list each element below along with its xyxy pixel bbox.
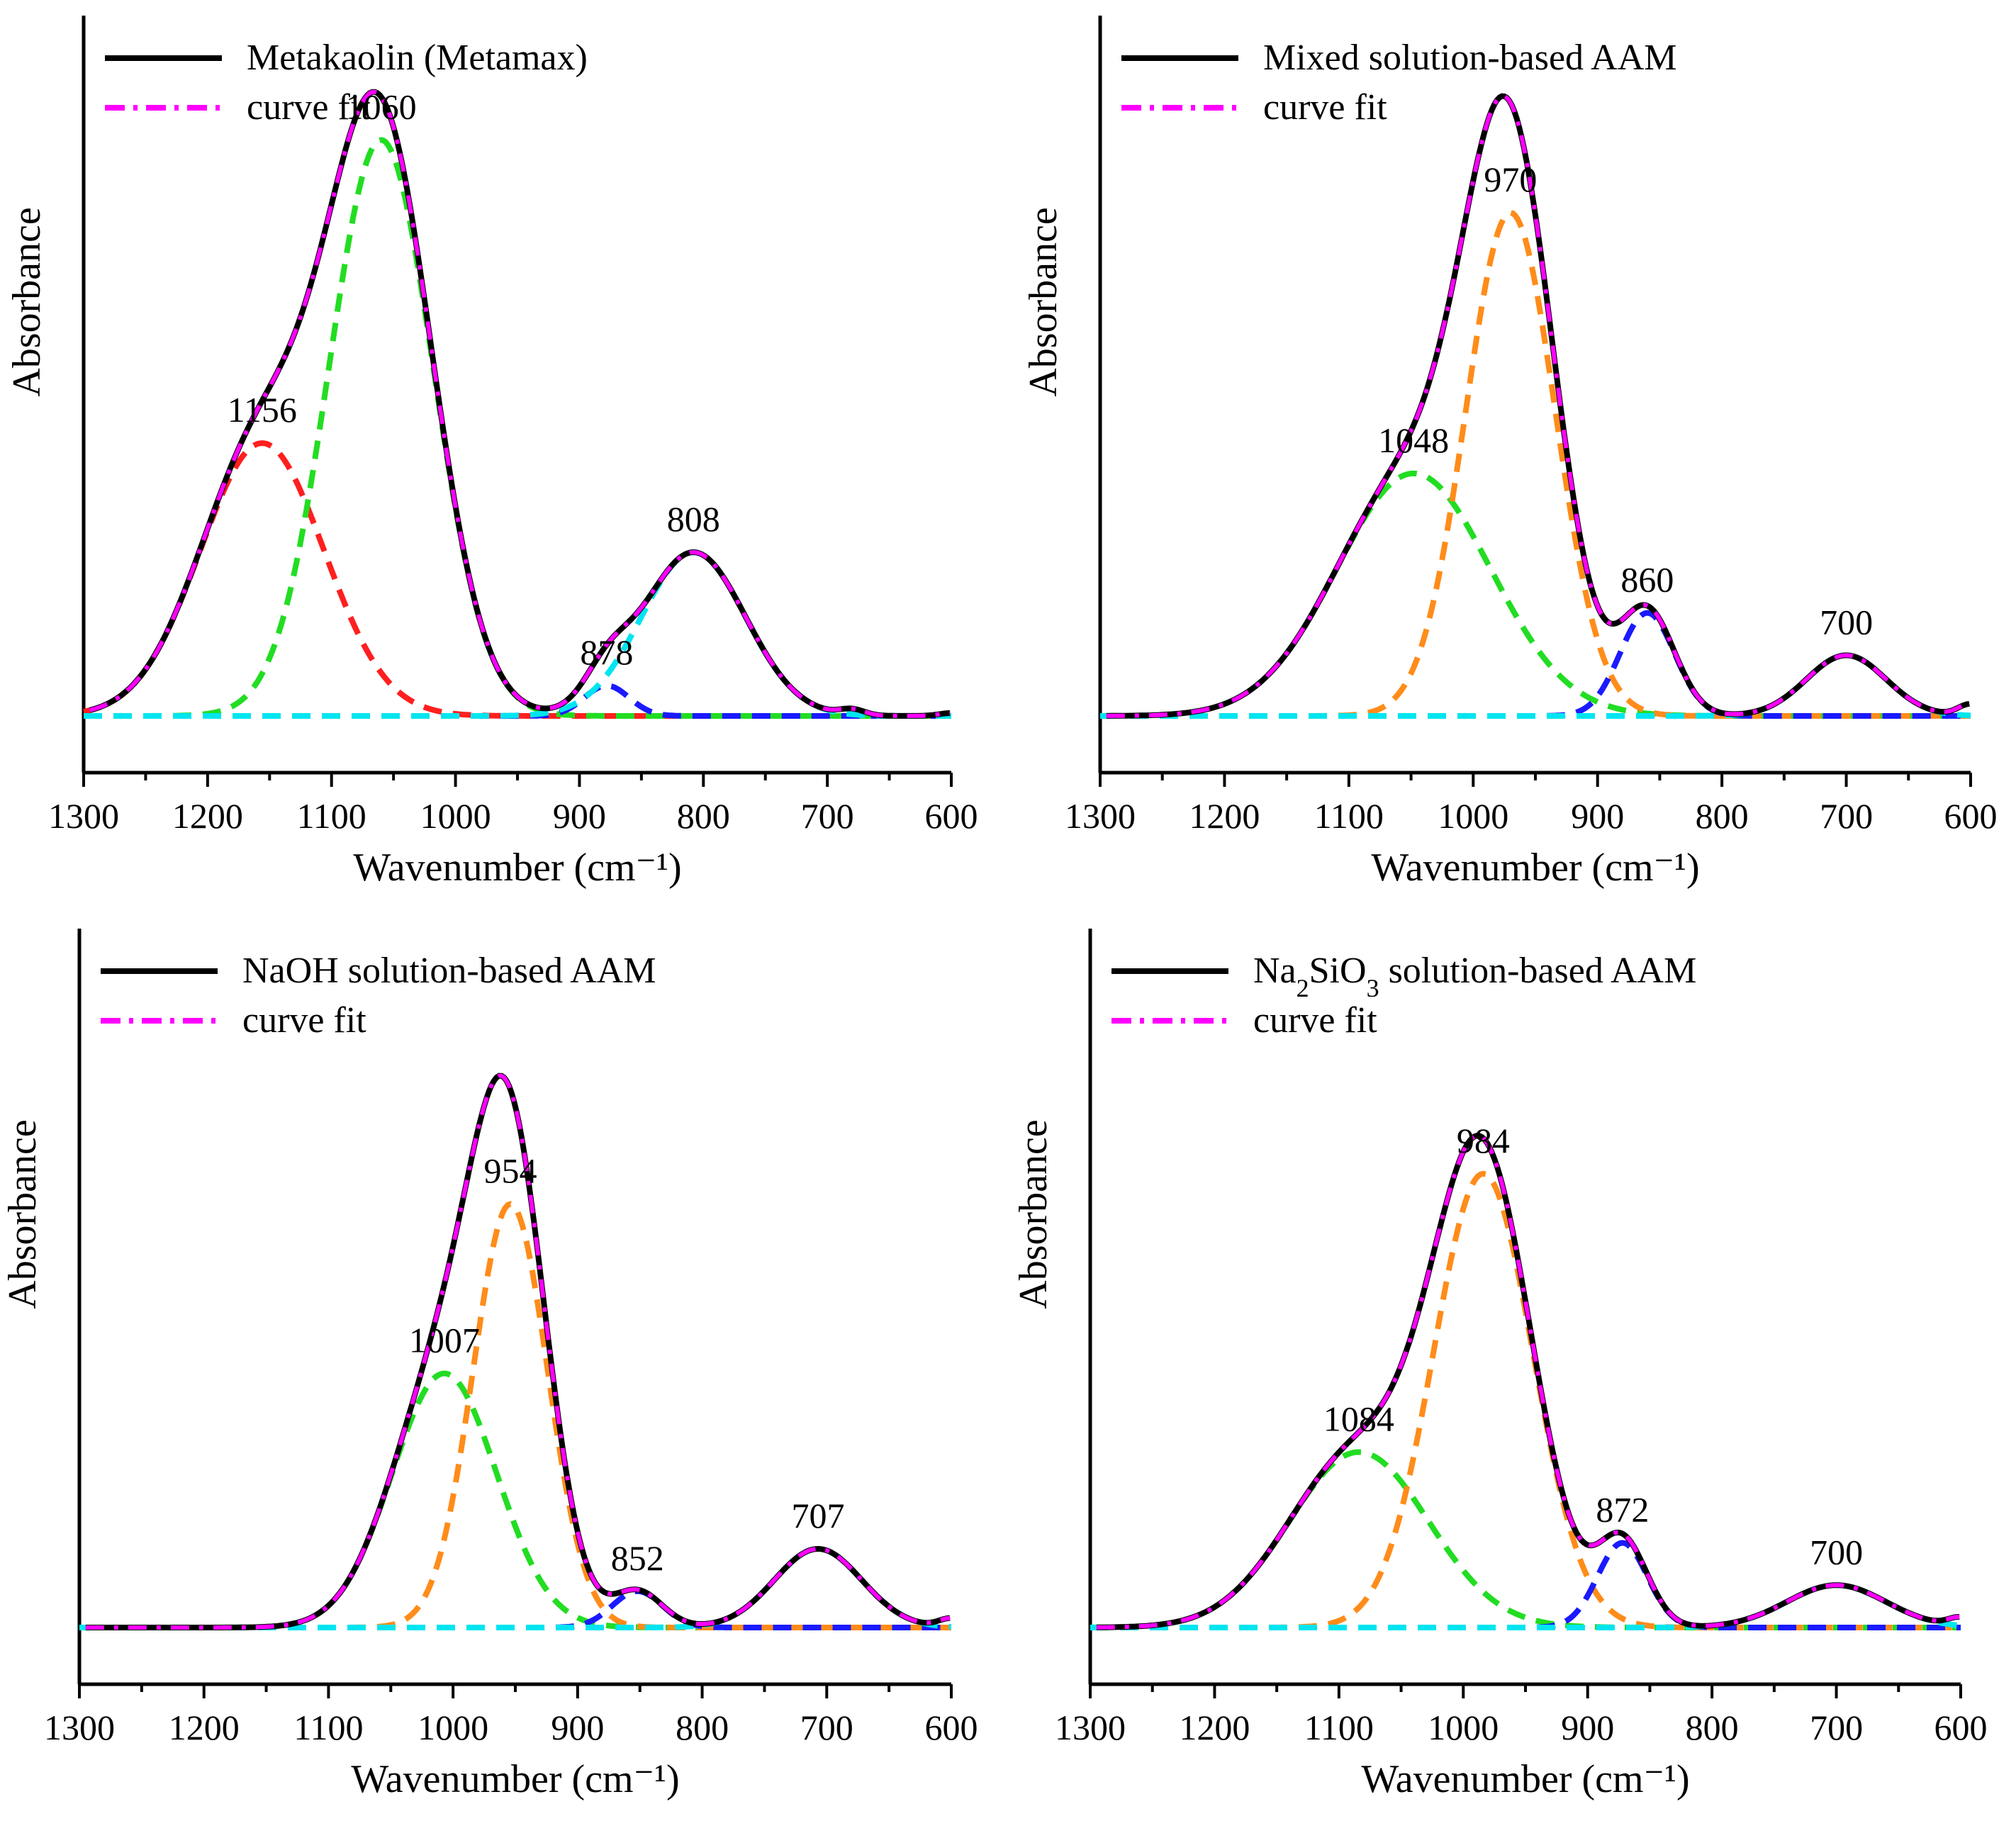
y-axis-title: Absorbance: [1, 1119, 45, 1309]
y-axis-title: Absorbance: [1012, 1119, 1055, 1309]
peak-label-700: 700: [1810, 1532, 1863, 1572]
x-tick-label: 1200: [169, 1708, 240, 1747]
legend-fit-label: curve fit: [247, 87, 371, 128]
x-tick-label: 800: [1686, 1708, 1739, 1747]
component-peak-700: [1100, 652, 1971, 719]
curve-fit: [1106, 94, 1970, 718]
x-tick-label: 1300: [44, 1708, 115, 1747]
curve-fit: [85, 1073, 951, 1630]
x-tick-label: 1000: [1438, 796, 1508, 836]
x-tick-label: 1300: [1065, 796, 1136, 836]
x-tick-label: 700: [801, 796, 854, 836]
x-tick-label: 1300: [48, 796, 119, 836]
component-peak-970: [1100, 209, 1971, 719]
legend-data-label: Metakaolin (Metamax): [247, 38, 588, 78]
x-tick-label: 1000: [1428, 1708, 1499, 1747]
panel-mixed: 1300 1200 1100 1000 900 800 700 600 Wavenumber (…: [1021, 16, 1998, 890]
component-peak-872: [1090, 1540, 1961, 1630]
x-tick-label: 600: [925, 796, 978, 836]
panel-na2sio3: 1300 1200 1100 1000 900 800 700 600 Wavenumber (…: [1012, 929, 1988, 1801]
component-peak-1007: [79, 1370, 951, 1630]
legend-fit-label: curve fit: [242, 1000, 366, 1041]
peak-label-872: 872: [1596, 1490, 1649, 1530]
peak-label-970: 970: [1484, 159, 1537, 199]
peak-label-808: 808: [667, 499, 720, 539]
peak-label-878: 878: [580, 632, 633, 672]
curve-fit: [89, 89, 951, 718]
x-tick-label: 1200: [1189, 796, 1260, 836]
peak-label-860: 860: [1620, 560, 1674, 600]
x-tick-label: 900: [1571, 796, 1624, 836]
peak-label-1060: 1060: [346, 86, 417, 126]
component-peak-1048: [1100, 470, 1971, 719]
x-tick-label: 700: [1810, 1708, 1863, 1747]
peak-label-984: 984: [1457, 1121, 1510, 1160]
peak-label-954: 954: [483, 1151, 537, 1191]
peak-label-707: 707: [791, 1496, 844, 1535]
x-tick-label: 1200: [1179, 1708, 1250, 1747]
component-peak-808: [84, 549, 951, 719]
x-axis-title: Wavenumber (cm⁻¹): [353, 846, 681, 890]
x-axis-title: Wavenumber (cm⁻¹): [1361, 1757, 1689, 1801]
component-peak-852: [79, 1588, 951, 1630]
peak-label-1007: 1007: [409, 1321, 480, 1360]
x-tick-label: 1000: [418, 1708, 488, 1747]
legend-data-label: Mixed solution-based AAM: [1263, 38, 1677, 78]
x-tick-label: 800: [1696, 796, 1749, 836]
x-tick-label: 600: [925, 1708, 978, 1747]
component-peak-954: [79, 1201, 951, 1630]
x-tick-label: 1100: [1314, 796, 1384, 836]
x-tick-label: 1200: [172, 796, 243, 836]
component-peak-1060: [84, 137, 951, 719]
x-tick-label: 800: [677, 796, 730, 836]
x-tick-label: 1300: [1055, 1708, 1126, 1747]
x-tick-label: 700: [800, 1708, 853, 1747]
peak-label-852: 852: [611, 1538, 664, 1578]
legend-fit-label: curve fit: [1253, 1000, 1377, 1041]
x-tick-label: 600: [1934, 1708, 1988, 1747]
peak-label-1156: 1156: [228, 390, 297, 430]
x-tick-label: 1100: [293, 1708, 363, 1747]
legend-data-label: Na2SiO3 solution-based AAM: [1253, 951, 1696, 1002]
x-axis-title: Wavenumber (cm⁻¹): [351, 1757, 679, 1801]
x-tick-label: 900: [551, 1708, 604, 1747]
component-peak-1156: [83, 440, 951, 719]
y-axis-title: Absorbance: [5, 207, 49, 396]
x-tick-label: 1000: [420, 796, 491, 836]
component-peak-707: [79, 1546, 952, 1630]
peak-label-700: 700: [1820, 602, 1873, 642]
measured-spectrum: [89, 89, 951, 719]
x-tick-label: 1100: [297, 796, 366, 836]
legend-fit-label: curve fit: [1263, 87, 1387, 128]
curve-fit: [1096, 1133, 1960, 1630]
x-tick-label: 900: [1561, 1708, 1614, 1747]
peak-label-1048: 1048: [1378, 420, 1449, 460]
x-tick-label: 700: [1820, 796, 1873, 836]
x-tick-label: 800: [676, 1708, 729, 1747]
panel-metakaolin: 1300 1200 1100 1000 900 800 700 600 Wavenumber (…: [5, 16, 978, 890]
peak-label-1084: 1084: [1323, 1399, 1394, 1438]
y-axis-title: Absorbance: [1021, 207, 1065, 396]
x-tick-label: 1100: [1304, 1708, 1374, 1747]
x-axis-title: Wavenumber (cm⁻¹): [1371, 846, 1699, 890]
x-tick-label: 600: [1944, 796, 1998, 836]
x-tick-label: 900: [553, 796, 606, 836]
legend-data-label: NaOH solution-based AAM: [242, 951, 656, 991]
panel-naoh: 1300 1200 1100 1000 900 800 700 600 Wavenumber (…: [1, 929, 978, 1801]
